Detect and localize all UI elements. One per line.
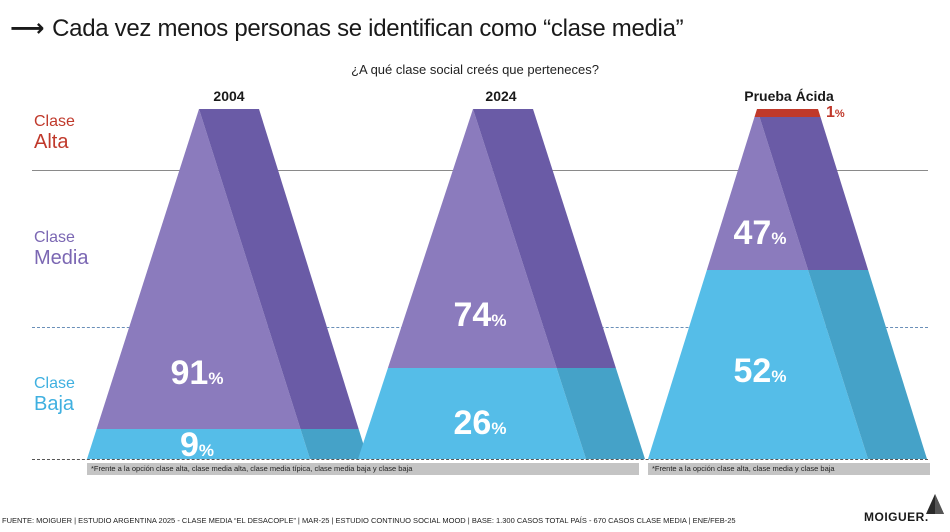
pyramid-pa-media-side bbox=[759, 117, 869, 270]
value-pa-alta: 1 bbox=[826, 104, 835, 121]
pyramid-2004-media-side bbox=[199, 109, 359, 429]
source-footer: FUENTE: MOIGUER | ESTUDIO ARGENTINA 2025… bbox=[2, 516, 736, 525]
class-label-baja-line1: Clase bbox=[34, 375, 75, 392]
logo-mountain-icon bbox=[926, 494, 944, 514]
unit-pa-baja: % bbox=[771, 367, 787, 386]
chart-baseline bbox=[32, 459, 928, 460]
class-label-alta: Clase Alta bbox=[34, 112, 75, 152]
unit-2024-baja: % bbox=[491, 419, 507, 438]
page-title: ⟶ Cada vez menos personas se identifican … bbox=[10, 14, 684, 43]
footnote-right: *Frente a la opción clase alta, clase me… bbox=[648, 463, 930, 475]
pyramid-2004-baja-front bbox=[87, 429, 310, 459]
pyramid-pa-baja-front bbox=[648, 270, 868, 459]
class-label-baja-line2: Baja bbox=[34, 393, 75, 415]
footnote-left: *Frente a la opción clase alta, clase me… bbox=[87, 463, 639, 475]
unit-pa-alta: % bbox=[834, 108, 845, 120]
data-label-pa-alta: 1% bbox=[826, 104, 845, 122]
class-label-media-line2: Media bbox=[34, 247, 89, 269]
data-label-2024-media: 74% bbox=[410, 296, 550, 335]
class-label-media-line1: Clase bbox=[34, 229, 75, 246]
pyramid-2004-media-front bbox=[96, 109, 301, 429]
value-2004-media: 91 bbox=[170, 354, 209, 392]
pyramid-pa-baja-side bbox=[808, 270, 927, 459]
data-label-2024-baja: 26% bbox=[410, 404, 550, 443]
pyramid-pa-alta bbox=[754, 109, 821, 117]
pyramid-2004-baja-side bbox=[300, 429, 368, 459]
unit-2024-media: % bbox=[491, 311, 507, 330]
unit-pa-media: % bbox=[771, 229, 787, 248]
value-2004-baja: 9 bbox=[179, 426, 199, 464]
data-label-pa-media: 47% bbox=[690, 214, 830, 253]
pyramid-2024-media-side bbox=[473, 109, 616, 368]
unit-2004-baja: % bbox=[198, 441, 215, 460]
pyramid-2024-media-front bbox=[387, 109, 557, 368]
category-label-prueba-acida: Prueba Ácida bbox=[744, 88, 834, 104]
class-label-baja: Clase Baja bbox=[34, 374, 75, 414]
survey-question: ¿A qué clase social creés que perteneces… bbox=[351, 62, 599, 77]
arrow-right-icon: ⟶ bbox=[10, 15, 45, 42]
data-label-2004-baja: 9% bbox=[127, 426, 267, 465]
pyramid-2024-baja-side bbox=[556, 368, 645, 459]
value-2024-baja: 26 bbox=[453, 404, 492, 442]
title-text: Cada vez menos personas se identifican c… bbox=[52, 15, 684, 42]
brand-logo: MOIGUER. bbox=[864, 510, 929, 524]
pyramid-pa-media-front bbox=[706, 117, 809, 270]
value-pa-media: 47 bbox=[733, 214, 772, 252]
category-label-2024: 2024 bbox=[485, 88, 517, 104]
class-label-alta-line1: Clase bbox=[34, 113, 75, 130]
category-label-2004: 2004 bbox=[213, 88, 245, 104]
unit-2004-media: % bbox=[208, 369, 224, 388]
data-label-2004-media: 91% bbox=[127, 354, 267, 393]
class-label-media: Clase Media bbox=[34, 228, 88, 268]
class-label-alta-line2: Alta bbox=[34, 131, 69, 153]
data-label-pa-baja: 52% bbox=[690, 352, 830, 391]
value-2024-media: 74 bbox=[453, 296, 492, 334]
value-pa-baja: 52 bbox=[733, 352, 772, 390]
pyramid-2024-baja-front bbox=[358, 368, 586, 459]
